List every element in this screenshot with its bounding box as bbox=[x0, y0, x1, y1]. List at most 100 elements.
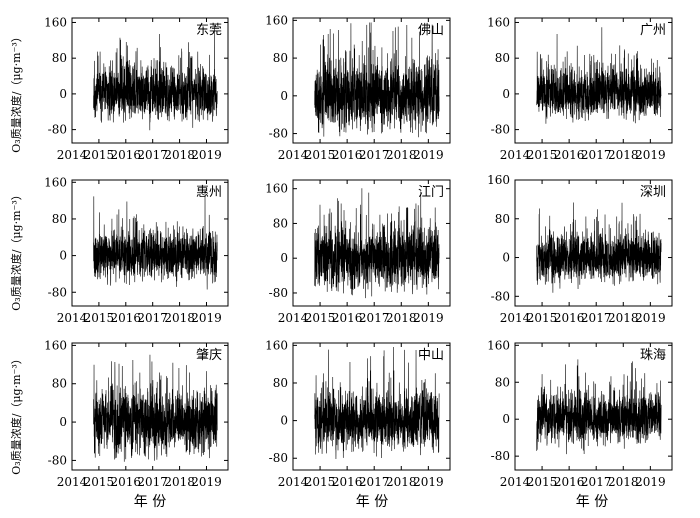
y-tick-label: 80 bbox=[495, 51, 510, 65]
x-tick-label: 2017 bbox=[137, 148, 168, 162]
y-tick-label: 160 bbox=[44, 175, 67, 189]
x-tick-label: 2016 bbox=[332, 311, 363, 325]
x-tick-label: 2018 bbox=[164, 475, 195, 489]
y-tick-label: 160 bbox=[265, 13, 288, 27]
o3-series-line bbox=[536, 359, 662, 455]
x-tick-label: 2017 bbox=[359, 475, 390, 489]
panel-title: 广州 bbox=[640, 23, 666, 38]
x-tick-label: 2019 bbox=[191, 311, 222, 325]
x-tick-label: 2016 bbox=[332, 475, 363, 489]
col1-xlabel: 年 份 bbox=[134, 494, 166, 510]
x-tick-label: 2015 bbox=[527, 148, 558, 162]
y-tick-label: 80 bbox=[52, 51, 67, 65]
y-tick-label: -80 bbox=[269, 127, 288, 141]
x-tick-label: 2015 bbox=[305, 475, 336, 489]
y-tick-label: 160 bbox=[265, 182, 288, 196]
panel-title: 江门 bbox=[418, 185, 444, 200]
y-tick-label: 0 bbox=[502, 412, 510, 426]
y-tick-label: -80 bbox=[48, 285, 67, 299]
x-tick-label: 2018 bbox=[608, 311, 639, 325]
plot-frame bbox=[514, 342, 673, 471]
panel-title: 佛山 bbox=[418, 23, 444, 38]
x-tick-label: 2018 bbox=[386, 311, 417, 325]
y-tick-label: 0 bbox=[59, 87, 67, 101]
y-tick-label: 160 bbox=[487, 338, 510, 352]
y-tick-label: -80 bbox=[491, 123, 510, 137]
x-tick-label: 2015 bbox=[527, 475, 558, 489]
x-tick-label: 2015 bbox=[84, 148, 115, 162]
o3-series-line bbox=[536, 27, 662, 124]
col3-xlabel: 年 份 bbox=[576, 494, 608, 510]
y-tick-label: 80 bbox=[495, 375, 510, 389]
x-tick-label: 2016 bbox=[554, 311, 585, 325]
x-tick-label: 2014 bbox=[57, 475, 88, 489]
y-tick-label: 0 bbox=[59, 415, 67, 429]
x-tick-label: 2019 bbox=[413, 311, 444, 325]
panel-title: 中山 bbox=[418, 348, 444, 363]
x-tick-label: 2015 bbox=[84, 475, 115, 489]
x-tick-label: 2019 bbox=[191, 475, 222, 489]
o3-series-line bbox=[93, 354, 218, 462]
x-tick-label: 2017 bbox=[137, 475, 168, 489]
x-tick-label: 2018 bbox=[386, 148, 417, 162]
x-tick-label: 2018 bbox=[386, 475, 417, 489]
x-tick-label: 2016 bbox=[111, 475, 142, 489]
x-tick-label: 2017 bbox=[581, 311, 612, 325]
y-tick-label: 0 bbox=[502, 87, 510, 101]
x-tick-label: 2016 bbox=[554, 148, 585, 162]
y-tick-label: -80 bbox=[48, 453, 67, 467]
row3-ylabel: O₃质量浓度/（μg·m⁻³） bbox=[9, 353, 23, 474]
row1-ylabel: O₃质量浓度/（μg·m⁻³） bbox=[9, 31, 23, 152]
x-tick-label: 2015 bbox=[305, 311, 336, 325]
o3-series-line bbox=[93, 190, 218, 290]
x-tick-label: 2015 bbox=[84, 311, 115, 325]
x-tick-label: 2017 bbox=[359, 148, 390, 162]
o3-series-line bbox=[314, 22, 440, 138]
x-tick-label: 2016 bbox=[111, 311, 142, 325]
x-tick-label: 2014 bbox=[500, 311, 531, 325]
o3-series-line bbox=[536, 202, 662, 293]
plot-frame bbox=[71, 342, 229, 471]
x-tick-label: 2017 bbox=[359, 311, 390, 325]
y-tick-label: 160 bbox=[265, 338, 288, 352]
x-tick-label: 2019 bbox=[635, 311, 666, 325]
y-tick-label: 160 bbox=[487, 173, 510, 187]
y-tick-label: 0 bbox=[59, 249, 67, 263]
x-tick-label: 2016 bbox=[332, 148, 363, 162]
panel-title: 东莞 bbox=[196, 23, 222, 38]
o3-series-line bbox=[314, 347, 440, 459]
plot-frame bbox=[71, 179, 229, 307]
y-tick-label: 80 bbox=[273, 51, 288, 65]
panel-title: 深圳 bbox=[640, 185, 666, 200]
y-tick-label: -80 bbox=[269, 286, 288, 300]
y-tick-label: -80 bbox=[491, 449, 510, 463]
x-tick-label: 2018 bbox=[608, 475, 639, 489]
y-tick-label: 160 bbox=[487, 15, 510, 29]
o3-series-line bbox=[314, 188, 440, 299]
y-tick-label: 80 bbox=[273, 376, 288, 390]
plot-frame bbox=[71, 17, 229, 144]
y-tick-label: 0 bbox=[280, 251, 288, 265]
y-tick-label: 160 bbox=[44, 338, 67, 352]
plot-frame bbox=[292, 342, 451, 471]
x-tick-label: 2017 bbox=[581, 148, 612, 162]
panels-group: 160800-80201420152016201720182019东莞16080… bbox=[44, 13, 673, 489]
x-tick-label: 2014 bbox=[57, 311, 88, 325]
y-tick-label: -80 bbox=[491, 289, 510, 303]
o3-series-line bbox=[93, 24, 218, 131]
y-tick-label: 0 bbox=[280, 414, 288, 428]
x-tick-label: 2018 bbox=[608, 148, 639, 162]
x-tick-label: 2019 bbox=[413, 148, 444, 162]
x-tick-label: 2014 bbox=[278, 148, 309, 162]
x-tick-label: 2014 bbox=[500, 475, 531, 489]
plot-frame bbox=[514, 179, 673, 307]
